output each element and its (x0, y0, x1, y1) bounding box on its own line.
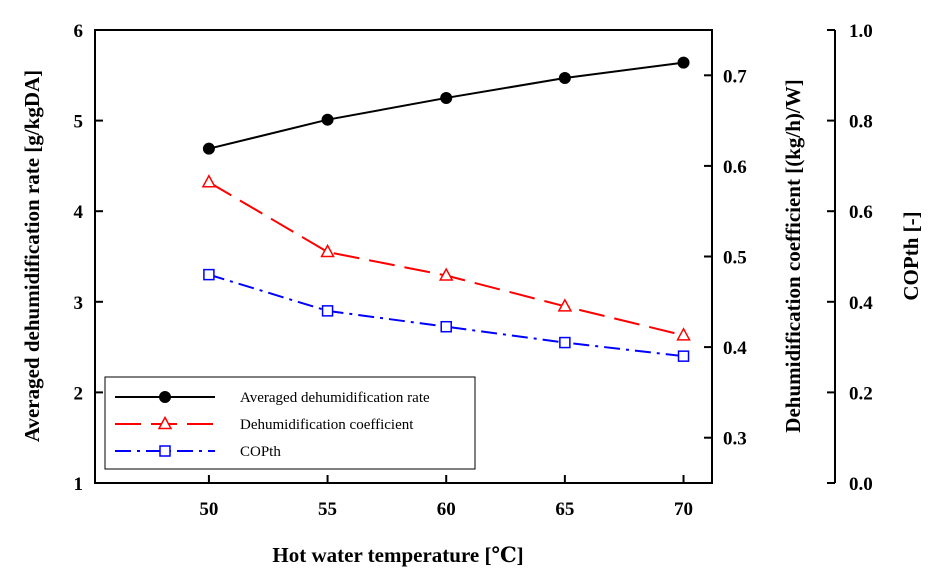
x-axis-ticks: 50 55 60 65 70 (199, 475, 693, 520)
right1-y-tick-label: 0.6 (723, 157, 747, 178)
left-y-axis-title: Averaged dehumidification rate [g/kgDA] (20, 70, 44, 442)
data-point (677, 350, 690, 362)
data-point (676, 327, 691, 341)
right2-y-axis-ticks: 0.0 0.2 0.4 0.6 0.8 1.0 (827, 21, 873, 495)
data-point (438, 267, 454, 281)
series-layer (201, 56, 691, 362)
data-point (201, 174, 217, 188)
left-y-tick-label: 2 (74, 383, 84, 404)
right1-y-tick-label: 0.5 (723, 248, 747, 269)
series-line (208, 273, 684, 358)
legend-label: COPth (240, 444, 281, 460)
right1-y-tick-label: 0.3 (723, 429, 747, 450)
data-point (559, 336, 571, 349)
right2-y-tick-label: 0.6 (849, 202, 873, 223)
x-tick-label: 60 (437, 499, 456, 520)
data-point (203, 268, 215, 281)
left-y-tick-label: 5 (74, 112, 84, 133)
data-point (320, 243, 335, 258)
x-tick-label: 50 (199, 499, 218, 520)
series-1 (202, 56, 690, 155)
left-y-tick-label: 4 (74, 202, 84, 223)
series-line (208, 181, 684, 337)
x-tick-label: 55 (318, 499, 337, 520)
data-point (321, 305, 334, 317)
x-tick-label: 65 (555, 499, 574, 520)
right2-y-tick-label: 0.0 (849, 474, 873, 495)
left-y-tick-label: 1 (74, 474, 84, 495)
data-point (558, 72, 571, 85)
data-point (557, 298, 573, 312)
series-2 (201, 174, 691, 341)
legend-label: Averaged dehumidification rate (240, 390, 430, 406)
right2-y-tick-label: 1.0 (849, 21, 873, 42)
right2-y-axis-title: COPth [-] (899, 211, 923, 300)
right1-y-tick-label: 0.4 (723, 338, 747, 359)
right2-y-tick-label: 0.2 (849, 383, 873, 404)
series-3 (203, 268, 690, 362)
left-y-tick-label: 3 (74, 293, 84, 314)
left-y-axis-ticks: 1 2 3 4 5 6 (74, 21, 103, 495)
data-point (321, 113, 334, 126)
data-point (677, 56, 690, 69)
legend: Averaged dehumidification rate Dehumidifi… (104, 376, 476, 470)
data-point (440, 91, 453, 104)
right2-y-tick-label: 0.8 (849, 112, 873, 133)
left-y-tick-label: 6 (74, 21, 84, 42)
right1-y-tick-label: 0.7 (723, 66, 747, 87)
legend-label: Dehumidification coefficient (240, 417, 414, 433)
right2-y-tick-label: 0.4 (849, 293, 873, 314)
x-tick-label: 70 (674, 499, 693, 520)
right1-y-axis-title: Dehumidification coefficient [(kg/h)/W] (781, 79, 805, 432)
right1-y-axis-ticks: 0.3 0.4 0.5 0.6 0.7 (704, 66, 747, 450)
legend-marker (159, 445, 171, 457)
x-axis-title: Hot water temperature [℃] (272, 543, 523, 567)
data-point (440, 320, 452, 333)
legend-marker (159, 391, 171, 403)
series-line (208, 61, 684, 150)
legend-marker (157, 415, 173, 430)
data-point (202, 142, 215, 155)
